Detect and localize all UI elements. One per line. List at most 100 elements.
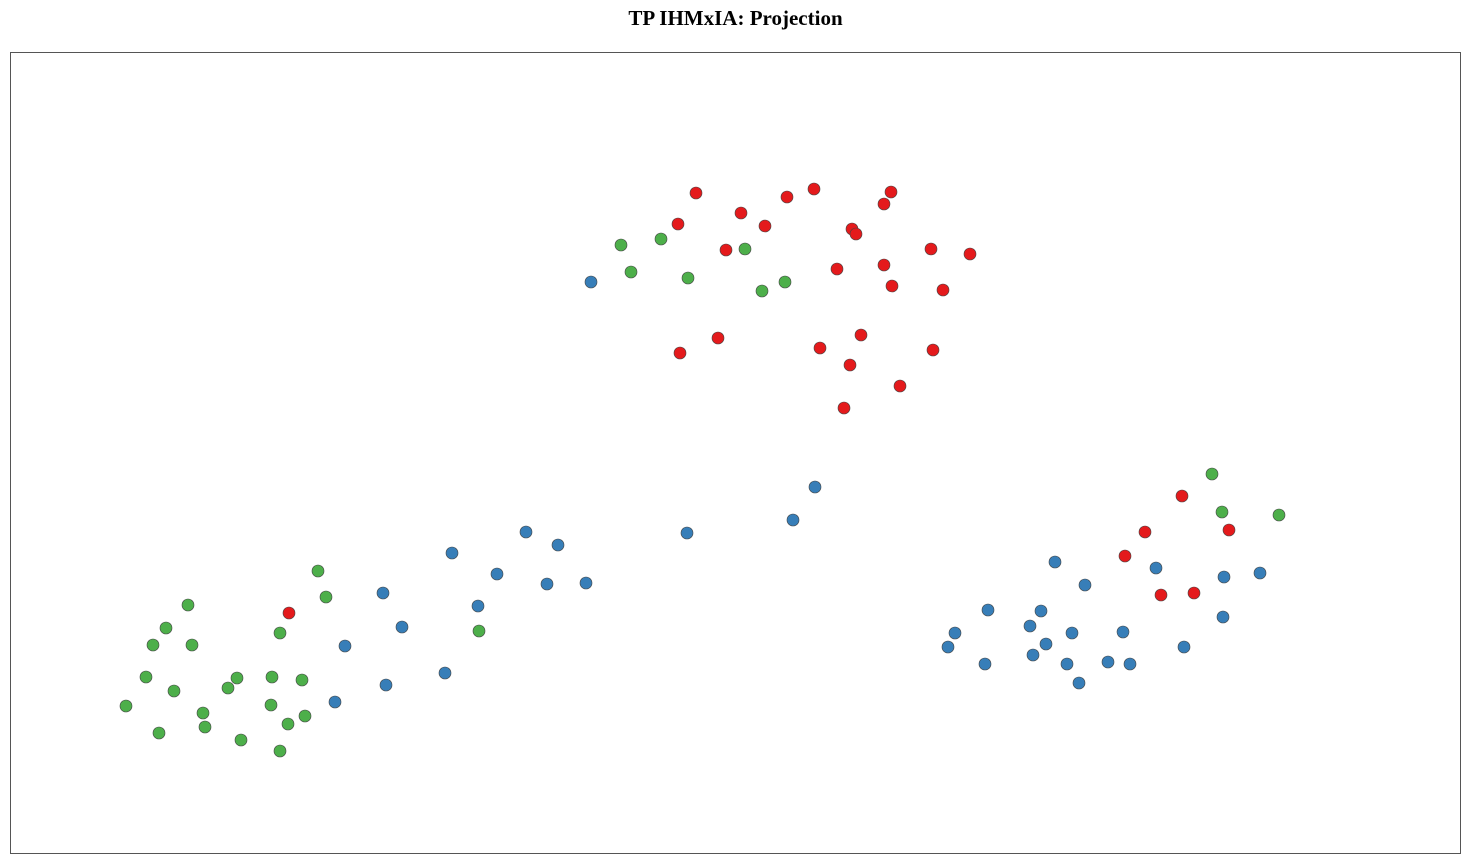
scatter-point-s0-19: [813, 341, 827, 355]
scatter-point-s2-7: [490, 567, 504, 581]
scatter-point-s0-3: [734, 206, 748, 220]
scatter-point-s2-2: [786, 513, 800, 527]
scatter-point-s0-6: [671, 217, 685, 231]
scatter-point-s1-28: [198, 720, 212, 734]
scatter-point-s2-23: [1034, 604, 1048, 618]
scatter-point-s2-5: [551, 538, 565, 552]
scatter-point-s0-7: [758, 219, 772, 233]
scatter-point-s0-10: [719, 243, 733, 257]
scatter-point-s2-12: [395, 620, 409, 634]
scatter-point-s2-17: [1048, 555, 1062, 569]
scatter-point-s2-0: [584, 275, 598, 289]
scatter-point-s0-14: [877, 258, 891, 272]
scatter-point-s0-31: [282, 606, 296, 620]
scatter-point-s0-26: [1222, 523, 1236, 537]
scatter-point-s1-18: [139, 670, 153, 684]
scatter-point-s1-30: [152, 726, 166, 740]
scatter-point-s0-21: [926, 343, 940, 357]
scatter-point-s2-24: [1023, 619, 1037, 633]
scatter-point-s1-31: [234, 733, 248, 747]
scatter-point-s0-0: [689, 186, 703, 200]
scatter-point-s0-23: [893, 379, 907, 393]
scatter-point-s2-21: [1253, 566, 1267, 580]
scatter-point-s2-34: [1060, 657, 1074, 671]
scatter-point-s1-29: [281, 717, 295, 731]
scatter-point-s2-25: [1216, 610, 1230, 624]
scatter-point-s1-1: [654, 232, 668, 246]
scatter-point-s1-24: [119, 699, 133, 713]
scatter-point-s2-6: [445, 546, 459, 560]
scatter-point-s2-27: [1065, 626, 1079, 640]
scatter-point-s1-21: [230, 671, 244, 685]
scatter-point-s1-16: [273, 626, 287, 640]
scatter-point-s2-29: [941, 640, 955, 654]
scatter-point-s0-25: [1175, 489, 1189, 503]
scatter-point-s2-37: [1072, 676, 1086, 690]
scatter-point-s2-32: [1026, 648, 1040, 662]
scatter-point-s0-5: [877, 197, 891, 211]
points-layer: [119, 182, 1286, 758]
scatter-point-s1-10: [311, 564, 325, 578]
scatter-point-s2-10: [376, 586, 390, 600]
scatter-point-s0-11: [924, 242, 938, 256]
scatter-point-s1-12: [181, 598, 195, 612]
scatter-point-s0-12: [963, 247, 977, 261]
scatter-point-s1-20: [221, 681, 235, 695]
scatter-point-s0-22: [843, 358, 857, 372]
scatter-point-s0-18: [673, 346, 687, 360]
scatter-point-s1-13: [159, 621, 173, 635]
scatter-point-s1-19: [167, 684, 181, 698]
scatter-point-s1-0: [614, 238, 628, 252]
scatter-point-s1-3: [681, 271, 695, 285]
scatter-point-s1-14: [146, 638, 160, 652]
scatter-point-s0-13: [830, 262, 844, 276]
chart-title: TP IHMxIA: Projection: [628, 6, 843, 30]
scatter-point-s2-8: [540, 577, 554, 591]
scatter-point-s1-27: [298, 709, 312, 723]
scatter-point-s0-15: [885, 279, 899, 293]
scatter-point-s2-15: [379, 678, 393, 692]
scatter-point-s1-17: [472, 624, 486, 638]
scatter-point-s0-16: [936, 283, 950, 297]
scatter-point-s2-1: [808, 480, 822, 494]
scatter-point-s0-17: [711, 331, 725, 345]
scatter-point-s0-9: [849, 227, 863, 241]
scatter-point-s0-30: [1154, 588, 1168, 602]
scatter-point-s1-7: [1205, 467, 1219, 481]
scatter-point-s2-18: [1078, 578, 1092, 592]
plot-area-frame: [10, 52, 1461, 854]
scatter-point-s2-35: [1101, 655, 1115, 669]
scatter-point-s2-11: [471, 599, 485, 613]
scatter-point-s1-4: [738, 242, 752, 256]
scatter-point-s2-31: [1177, 640, 1191, 654]
scatter-point-s1-22: [265, 670, 279, 684]
scatter-point-s2-13: [338, 639, 352, 653]
scatter-point-s0-28: [1118, 549, 1132, 563]
scatter-point-s1-23: [295, 673, 309, 687]
scatter-point-s2-16: [328, 695, 342, 709]
scatter-point-s1-2: [624, 265, 638, 279]
scatter-point-s2-19: [1149, 561, 1163, 575]
scatter-point-s0-29: [1187, 586, 1201, 600]
scatter-point-s2-20: [1217, 570, 1231, 584]
scatter-point-s2-4: [519, 525, 533, 539]
scatter-point-s0-4: [780, 190, 794, 204]
scatter-point-s1-26: [264, 698, 278, 712]
scatter-point-s0-2: [884, 185, 898, 199]
scatter-point-s1-32: [273, 744, 287, 758]
scatter-point-s2-14: [438, 666, 452, 680]
scatter-point-s1-5: [755, 284, 769, 298]
scatter-point-s0-24: [837, 401, 851, 415]
scatter-point-s0-27: [1138, 525, 1152, 539]
scatter-point-s0-1: [807, 182, 821, 196]
scatter-point-s2-30: [1039, 637, 1053, 651]
scatter-point-s1-25: [196, 706, 210, 720]
scatter-point-s2-3: [680, 526, 694, 540]
scatter-point-s1-15: [185, 638, 199, 652]
scatter-point-s1-8: [1215, 505, 1229, 519]
scatter-point-s1-9: [1272, 508, 1286, 522]
scatter-point-s1-11: [319, 590, 333, 604]
scatter-point-s0-20: [854, 328, 868, 342]
